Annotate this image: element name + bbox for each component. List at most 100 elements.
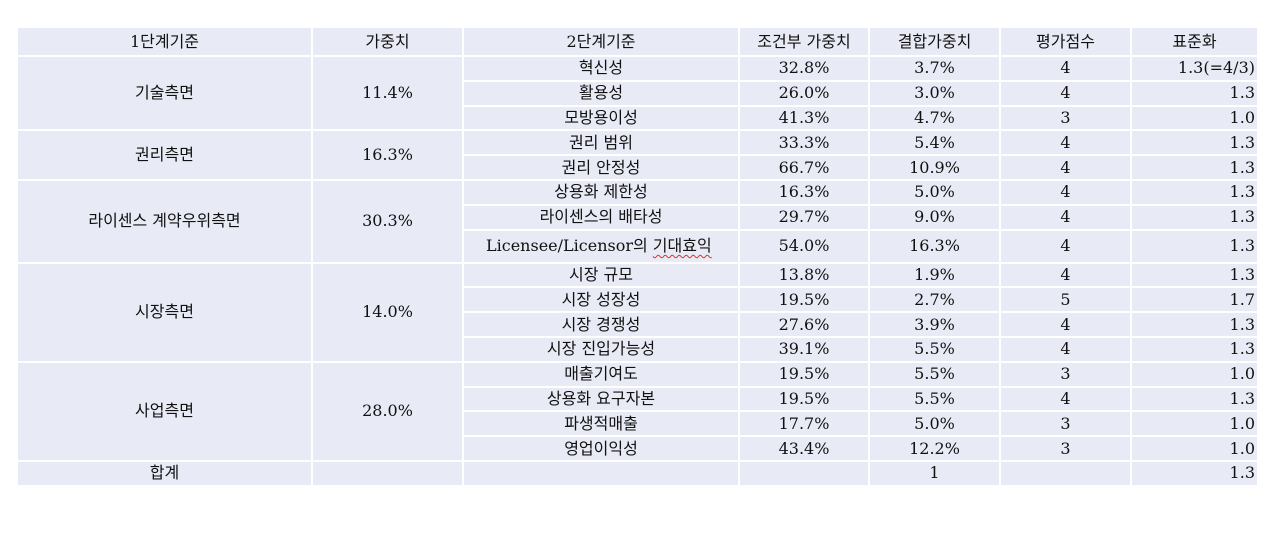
header-weight[interactable]: 가중치	[311, 26, 464, 57]
criterion-cell[interactable]: 시장 성장성	[462, 286, 740, 314]
criterion-cell[interactable]: 권리 안정성	[462, 154, 740, 181]
standard-cell[interactable]: 1.7	[1130, 286, 1259, 314]
header-level1[interactable]: 1단계기준	[16, 26, 313, 57]
group-name-cell[interactable]: 기술측면	[16, 54, 313, 132]
empty-cell[interactable]	[311, 459, 464, 487]
comb-weight-cell[interactable]: 4.7%	[868, 104, 1001, 132]
group-weight-cell[interactable]: 14.0%	[311, 261, 464, 363]
cond-weight-cell[interactable]: 19.5%	[738, 385, 870, 413]
comb-weight-cell[interactable]: 5.5%	[868, 360, 1001, 388]
score-cell[interactable]: 5	[999, 286, 1132, 314]
criterion-cell[interactable]: 활용성	[462, 79, 740, 107]
total-comb-weight-cell[interactable]: 1	[868, 459, 1001, 487]
group-name-cell[interactable]: 라이센스 계약우위측면	[16, 178, 313, 264]
comb-weight-cell[interactable]: 5.4%	[868, 129, 1001, 157]
cond-weight-cell[interactable]: 43.4%	[738, 435, 870, 462]
cond-weight-cell[interactable]: 54.0%	[738, 228, 870, 264]
comb-weight-cell[interactable]: 5.0%	[868, 410, 1001, 438]
header-level2[interactable]: 2단계기준	[462, 26, 740, 57]
criterion-cell[interactable]: 시장 진입가능성	[462, 335, 740, 363]
criterion-cell[interactable]: 혁신성	[462, 55, 740, 82]
comb-weight-cell[interactable]: 9.0%	[868, 203, 1001, 231]
cond-weight-cell[interactable]: 13.8%	[738, 261, 870, 289]
total-standard-cell[interactable]: 1.3	[1130, 459, 1259, 487]
criterion-cell[interactable]: 상용화 제한성	[462, 178, 740, 206]
header-score[interactable]: 평가점수	[999, 26, 1132, 57]
cond-weight-cell[interactable]: 41.3%	[738, 104, 870, 132]
header-comb-weight[interactable]: 결합가중치	[868, 26, 1001, 57]
comb-weight-cell[interactable]: 16.3%	[868, 228, 1001, 264]
empty-cell[interactable]	[738, 459, 870, 487]
cond-weight-cell[interactable]: 16.3%	[738, 178, 870, 206]
cond-weight-cell[interactable]: 26.0%	[738, 79, 870, 107]
score-cell[interactable]: 4	[999, 385, 1132, 413]
comb-weight-cell[interactable]: 3.7%	[868, 55, 1001, 82]
score-cell[interactable]: 4	[999, 55, 1132, 82]
group-weight-cell[interactable]: 30.3%	[311, 178, 464, 264]
cond-weight-cell[interactable]: 19.5%	[738, 360, 870, 388]
cond-weight-cell[interactable]: 32.8%	[738, 55, 870, 82]
standard-cell[interactable]: 1.0	[1130, 360, 1259, 388]
standard-cell[interactable]: 1.3	[1130, 261, 1259, 289]
group-weight-cell[interactable]: 28.0%	[311, 360, 464, 462]
criterion-cell[interactable]: 권리 범위	[462, 129, 740, 157]
cond-weight-cell[interactable]: 19.5%	[738, 286, 870, 314]
standard-cell[interactable]: 1.3	[1130, 178, 1259, 206]
score-cell[interactable]: 4	[999, 154, 1132, 181]
score-cell[interactable]: 3	[999, 410, 1132, 438]
cond-weight-cell[interactable]: 17.7%	[738, 410, 870, 438]
criterion-cell[interactable]: 라이센스의 배타성	[462, 203, 740, 231]
group-name-cell[interactable]: 사업측면	[16, 360, 313, 462]
empty-cell[interactable]	[999, 459, 1132, 487]
cond-weight-cell[interactable]: 27.6%	[738, 311, 870, 338]
header-standard[interactable]: 표준화	[1130, 26, 1259, 57]
comb-weight-cell[interactable]: 5.5%	[868, 385, 1001, 413]
group-weight-cell[interactable]: 16.3%	[311, 129, 464, 181]
standard-cell[interactable]: 1.3	[1130, 154, 1259, 181]
standard-cell[interactable]: 1.3	[1130, 228, 1259, 264]
comb-weight-cell[interactable]: 3.9%	[868, 311, 1001, 338]
comb-weight-cell[interactable]: 5.0%	[868, 178, 1001, 206]
comb-weight-cell[interactable]: 1.9%	[868, 261, 1001, 289]
group-name-cell[interactable]: 시장측면	[16, 261, 313, 363]
comb-weight-cell[interactable]: 10.9%	[868, 154, 1001, 181]
score-cell[interactable]: 4	[999, 335, 1132, 363]
standard-cell[interactable]: 1.0	[1130, 435, 1259, 462]
score-cell[interactable]: 3	[999, 104, 1132, 132]
score-cell[interactable]: 4	[999, 129, 1132, 157]
criterion-cell[interactable]: 매출기여도	[462, 360, 740, 388]
standard-cell[interactable]: 1.0	[1130, 410, 1259, 438]
group-name-cell[interactable]: 권리측면	[16, 129, 313, 181]
standard-cell[interactable]: 1.3(=4/3)	[1130, 55, 1259, 82]
header-cond-weight[interactable]: 조건부 가중치	[738, 26, 870, 57]
criterion-cell[interactable]: 시장 경쟁성	[462, 311, 740, 338]
criterion-cell[interactable]: 상용화 요구자본	[462, 385, 740, 413]
standard-cell[interactable]: 1.3	[1130, 335, 1259, 363]
score-cell[interactable]: 4	[999, 228, 1132, 264]
cond-weight-cell[interactable]: 33.3%	[738, 129, 870, 157]
score-cell[interactable]: 3	[999, 360, 1132, 388]
criterion-cell[interactable]: 시장 규모	[462, 261, 740, 289]
score-cell[interactable]: 4	[999, 79, 1132, 107]
total-label-cell[interactable]: 합계	[16, 459, 313, 487]
group-weight-cell[interactable]: 11.4%	[311, 54, 464, 132]
cond-weight-cell[interactable]: 66.7%	[738, 154, 870, 181]
score-cell[interactable]: 4	[999, 311, 1132, 338]
standard-cell[interactable]: 1.3	[1130, 203, 1259, 231]
score-cell[interactable]: 4	[999, 203, 1132, 231]
score-cell[interactable]: 4	[999, 178, 1132, 206]
criterion-cell[interactable]: 영업이익성	[462, 435, 740, 462]
score-cell[interactable]: 4	[999, 261, 1132, 289]
standard-cell[interactable]: 1.3	[1130, 311, 1259, 338]
standard-cell[interactable]: 1.3	[1130, 385, 1259, 413]
criterion-cell[interactable]: 모방용이성	[462, 104, 740, 132]
standard-cell[interactable]: 1.3	[1130, 129, 1259, 157]
comb-weight-cell[interactable]: 2.7%	[868, 286, 1001, 314]
standard-cell[interactable]: 1.0	[1130, 104, 1259, 132]
comb-weight-cell[interactable]: 5.5%	[868, 335, 1001, 363]
criterion-cell[interactable]: 파생적매출	[462, 410, 740, 438]
empty-cell[interactable]	[462, 459, 740, 487]
score-cell[interactable]: 3	[999, 435, 1132, 462]
criterion-cell[interactable]: Licensee/Licensor의 기대효익	[462, 228, 740, 264]
comb-weight-cell[interactable]: 3.0%	[868, 79, 1001, 107]
